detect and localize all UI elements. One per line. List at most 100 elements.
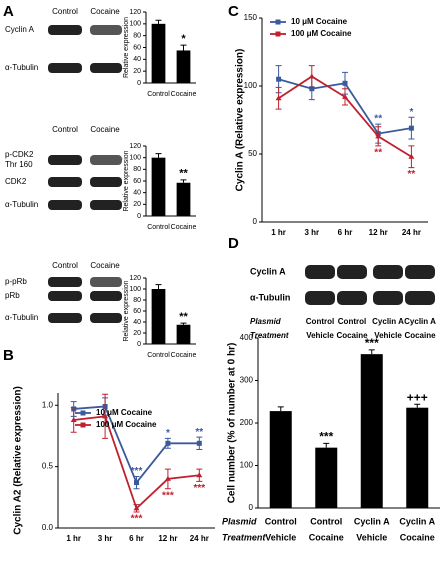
bar	[269, 411, 292, 508]
error-bar	[180, 179, 187, 183]
y-tick-label: 100	[244, 81, 258, 90]
blot-header: Cocaine	[90, 7, 120, 16]
x-tick-label: 3 hr	[98, 534, 113, 543]
marker	[408, 153, 415, 159]
y-tick-label: 40	[133, 190, 141, 197]
y-tick-label: 1.0	[42, 400, 54, 409]
blot-header: Control	[52, 7, 78, 16]
row-label: Treatment	[222, 532, 266, 542]
blot-row-label: α-Tubulin	[5, 200, 38, 209]
significance: ***	[365, 336, 379, 350]
treatment-label: Cocaine	[336, 331, 368, 340]
blot-band	[48, 177, 82, 187]
y-tick-label: 200	[240, 418, 254, 427]
plasmid-label: Cyclin A	[372, 317, 404, 326]
blot-band	[90, 200, 122, 210]
blot-band	[90, 277, 122, 287]
x-tick-label: 1 hr	[271, 228, 286, 237]
y-tick-label: 80	[133, 33, 141, 40]
y-tick-label: 0	[137, 341, 141, 348]
marker	[164, 475, 171, 481]
x-tick-label: Control	[147, 91, 170, 98]
panel-label: C	[228, 3, 239, 20]
x-tick-label: Cocaine	[400, 532, 435, 542]
y-tick-label: 20	[133, 68, 141, 75]
blot-band	[305, 291, 335, 305]
y-tick-label: 0	[253, 217, 258, 226]
y-tick-label: 40	[133, 56, 141, 63]
significance: **	[179, 311, 188, 323]
significance: ***	[131, 466, 143, 477]
legend-label: 100 μM Cocaine	[96, 420, 157, 429]
x-tick-label: Vehicle	[265, 532, 296, 542]
bar	[360, 354, 383, 508]
y-axis-label: Relative expression	[123, 17, 130, 78]
blot-band	[337, 265, 367, 279]
x-tick-label: Control	[310, 516, 342, 526]
x-tick-label: 3 hr	[304, 228, 319, 237]
blot-band	[48, 155, 82, 165]
legend-marker	[275, 31, 281, 37]
y-tick-label: 0	[137, 80, 141, 87]
blot-band	[373, 291, 403, 305]
y-axis-label: Cyclin A (Relative expression)	[235, 49, 246, 192]
panel-label: B	[3, 347, 14, 364]
blot-row-label: p-pRb	[5, 277, 27, 286]
blot-band	[48, 291, 82, 301]
blot-row-label: α-Tubulin	[5, 313, 38, 322]
marker	[133, 505, 140, 511]
error-bar	[155, 19, 162, 24]
y-tick-label: 150	[244, 13, 258, 22]
marker	[134, 480, 139, 486]
y-tick-label: 100	[129, 286, 141, 293]
x-tick-label: 24 hr	[190, 534, 209, 543]
y-axis-label: Cell number (% of number at 0 hr)	[227, 343, 238, 504]
blot-row-label: α-Tubulin	[250, 292, 290, 302]
blot-band	[90, 155, 122, 165]
legend-marker	[275, 19, 281, 25]
y-tick-label: 0	[137, 213, 141, 220]
series-line	[73, 415, 200, 510]
x-tick-label: Control	[147, 352, 170, 359]
blot-band	[90, 291, 122, 301]
marker	[309, 86, 315, 92]
y-tick-label: 20	[133, 330, 141, 337]
blot-header: Control	[52, 261, 78, 270]
y-tick-label: 40	[133, 319, 141, 326]
significance: ***	[319, 430, 333, 444]
x-tick-label: 24 hr	[402, 228, 421, 237]
y-tick-label: 80	[133, 297, 141, 304]
blot-band	[48, 63, 82, 73]
bar	[176, 182, 191, 216]
panel-label: A	[3, 3, 14, 20]
blot-band	[48, 313, 82, 323]
significance: ***	[193, 483, 205, 494]
blot-band	[305, 265, 335, 279]
treatment-label: Vehicle	[306, 331, 334, 340]
marker	[275, 95, 282, 101]
y-tick-label: 120	[129, 275, 141, 282]
bar	[151, 157, 166, 216]
error-bar	[368, 349, 375, 355]
y-tick-label: 300	[240, 376, 254, 385]
marker	[102, 413, 109, 419]
x-tick-label: Cyclin A	[354, 516, 390, 526]
y-tick-label: 60	[133, 44, 141, 51]
x-tick-label: 6 hr	[129, 534, 144, 543]
marker	[165, 440, 171, 446]
y-tick-label: 60	[133, 178, 141, 185]
x-tick-label: Cocaine	[171, 91, 197, 98]
blot-band	[405, 291, 435, 305]
plasmid-label: Control	[306, 317, 334, 326]
x-tick-label: Cocaine	[171, 352, 197, 359]
blot-band	[373, 265, 403, 279]
blot-band	[48, 200, 82, 210]
blot-band	[90, 177, 122, 187]
error-bar	[414, 403, 421, 408]
legend-marker	[80, 422, 86, 428]
significance: ***	[131, 514, 143, 525]
blot-band	[48, 25, 82, 35]
plasmid-label: Control	[338, 317, 366, 326]
y-tick-label: 0	[249, 503, 254, 512]
